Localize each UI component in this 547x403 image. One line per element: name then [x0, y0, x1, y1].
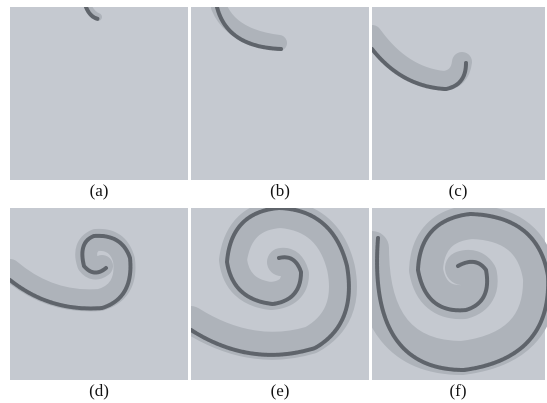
- caption: (a): [10, 181, 188, 201]
- panel-b: [191, 7, 369, 180]
- caption: (f): [369, 381, 547, 401]
- panel-a: [10, 7, 188, 180]
- caption: (b): [191, 181, 369, 201]
- caption: (e): [191, 381, 369, 401]
- panel-e: [191, 208, 369, 380]
- caption: (c): [369, 181, 547, 201]
- panels: [0, 0, 547, 403]
- caption: (d): [10, 381, 188, 401]
- panel-c: [372, 7, 545, 180]
- panel-d: [10, 208, 188, 380]
- figure: (a) (b) (c) (d) (e) (f): [0, 0, 547, 403]
- panel-f: [372, 208, 547, 380]
